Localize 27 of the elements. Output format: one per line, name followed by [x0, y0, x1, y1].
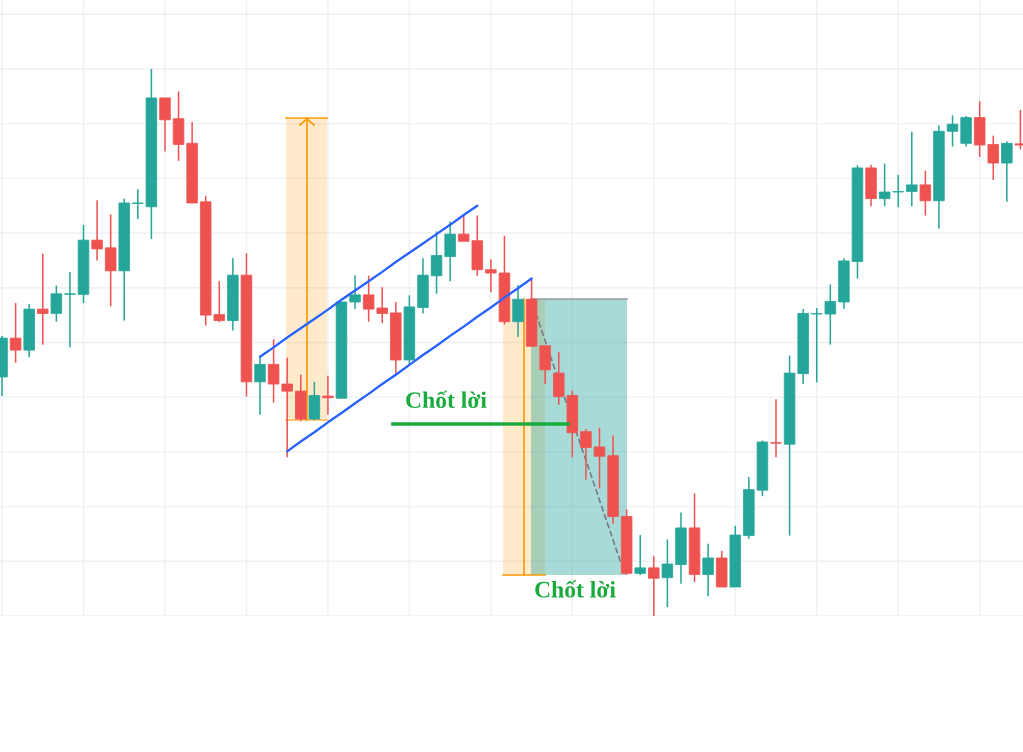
candlestick [104, 213, 117, 308]
candlestick [322, 375, 334, 416]
candlestick [512, 284, 524, 338]
candlestick [349, 274, 361, 310]
ref-line-label: Chốt lời [406, 390, 487, 409]
candlestick [648, 555, 660, 617]
candlestick [702, 543, 714, 598]
candlestick [906, 131, 918, 208]
candlestick [580, 428, 592, 481]
candlestick [9, 302, 22, 364]
candlestick [308, 381, 321, 421]
candlestick [159, 97, 171, 153]
candlestick [50, 284, 63, 323]
candlestick [634, 534, 646, 576]
candlestick [770, 398, 782, 459]
candlestick [444, 220, 456, 282]
candlestick [91, 199, 103, 262]
candlestick [1001, 140, 1013, 203]
candlestick [661, 538, 674, 609]
candlestick [37, 253, 49, 346]
candlestick [593, 427, 606, 490]
candlestick [946, 114, 959, 148]
candlestick [64, 271, 76, 349]
annotation: Chốt lời [535, 580, 616, 598]
candlestick [254, 356, 266, 416]
candlestick [430, 230, 443, 295]
candlestick [919, 169, 932, 217]
